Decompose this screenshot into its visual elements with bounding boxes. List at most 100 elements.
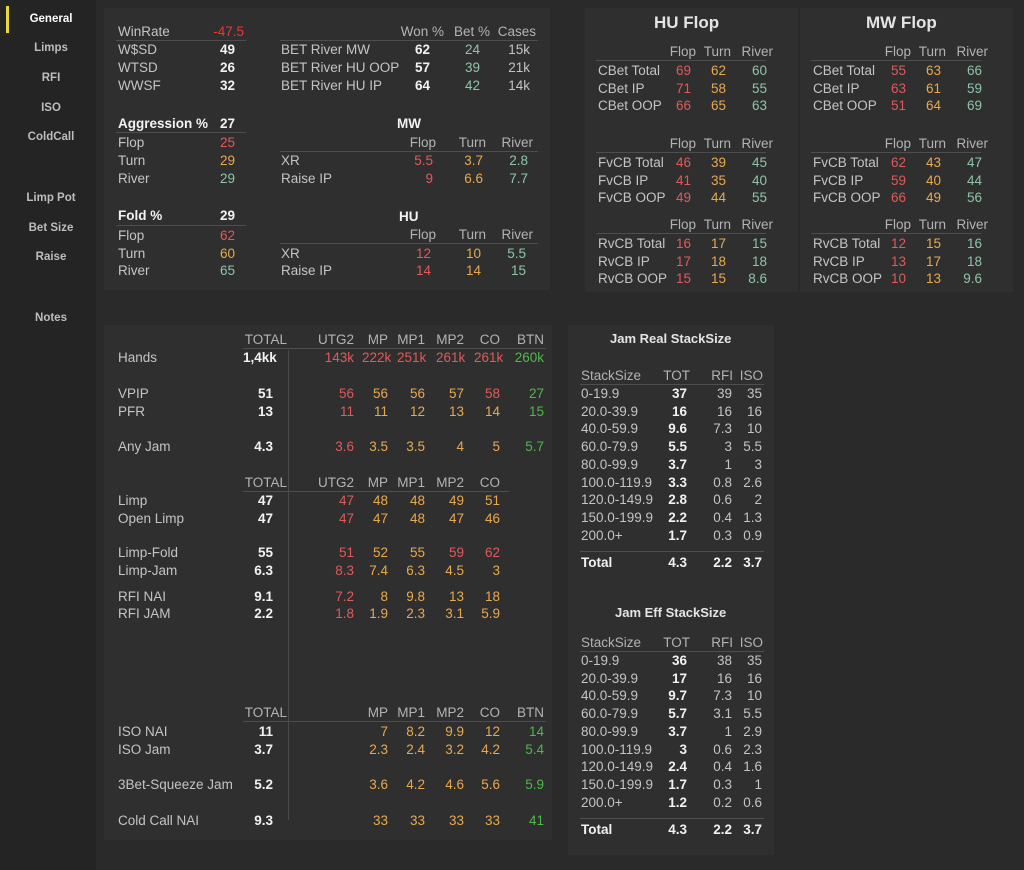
hu_flop-row-label: CBet Total (598, 63, 661, 78)
mw-xr-title: MW (397, 116, 421, 131)
jam_real-tot-value: 37 (671, 386, 687, 401)
limps-mp-value: 48 (372, 493, 388, 508)
hu-xr-value: 5.5 (507, 246, 526, 261)
limps-row-label: Limp-Fold (118, 545, 179, 560)
mw-xr-header: Flop (409, 135, 436, 150)
hu_flop-value: 40 (751, 172, 767, 188)
jam_real-tot-value: 3.7 (668, 456, 687, 472)
positions-mp2-value: 57 (448, 386, 464, 401)
mw_flop-row-label: CBet Total (813, 63, 876, 78)
iso-mp1-value: 33 (409, 813, 425, 828)
hu_flop-row-label: CBet OOP (598, 98, 662, 114)
aggression-flop-label: Flop (118, 135, 145, 150)
limps-row-label: Open Limp (118, 511, 185, 526)
jam_real-header: StackSize (581, 368, 642, 383)
mw_flop-row-label: RvCB IP (813, 253, 865, 269)
hu_flop-row-label: FvCB Total (598, 155, 664, 170)
jam_eff-tot-value: 1.7 (668, 776, 687, 792)
bet-river-cases: 15k (508, 42, 530, 57)
nav-iso[interactable]: ISO (41, 102, 61, 114)
aggression-turn-value: 29 (219, 153, 235, 168)
nav-raise[interactable]: Raise (35, 251, 67, 263)
jam_real-header: RFI (711, 368, 733, 383)
hu_flop-value: 18 (710, 253, 726, 269)
positions-mp2-value: 13 (448, 404, 464, 419)
positions-row-label: Hands (118, 350, 158, 365)
jam_eff-row-label: 40.0-59.9 (581, 688, 639, 704)
nav-limp-pot[interactable]: Limp Pot (26, 192, 76, 204)
positions-mp1-value: 3.5 (406, 439, 425, 454)
divider-line (243, 491, 509, 492)
hu_flop-value: 49 (675, 190, 691, 206)
bet-river-cases: 21k (508, 60, 530, 75)
winrate-label: WinRate (118, 24, 170, 39)
iso-mp-value: 3.6 (369, 777, 388, 792)
jam_real-row-label: 100.0-119.9 (581, 474, 653, 490)
jam_real-header: ISO (739, 368, 763, 383)
hu_flop-col-header: River (741, 44, 773, 59)
jam_eff-iso-value: 35 (746, 653, 762, 668)
positions-header: TOTAL (244, 332, 287, 347)
jam_real-tot-value: 2.2 (668, 509, 687, 525)
won-header: Won % (400, 24, 444, 39)
mw_flop-value: 12 (890, 236, 906, 251)
jam_real-iso-value: 35 (746, 386, 762, 401)
positions-mp2-value: 4 (456, 439, 464, 454)
nav-bet-size[interactable]: Bet Size (28, 222, 74, 234)
limps-row-label: RFI NAI (118, 589, 167, 604)
nav-coldcall[interactable]: ColdCall (27, 131, 75, 143)
jam_eff-tot-value: 5.7 (668, 706, 687, 722)
jam_eff-row-label: 0-19.9 (581, 653, 620, 668)
iso-co-value: 4.2 (481, 742, 500, 757)
limps-mp1-value: 2.3 (406, 606, 425, 621)
iso-mp1-value: 4.2 (406, 777, 425, 792)
iso-btn-value: 14 (528, 724, 544, 739)
aggression-label: Aggression % (118, 116, 209, 131)
jam_eff-row-label: 120.0-149.9 (581, 759, 654, 775)
nav-notes[interactable]: Notes (35, 312, 67, 324)
limps-utg2-value: 47 (338, 493, 354, 508)
hu_flop-row-label: RvCB IP (598, 253, 650, 269)
divider-line (243, 721, 546, 722)
positions-mp-value: 11 (373, 404, 388, 419)
divider-line (580, 818, 764, 820)
jam_eff-rfi-value: 0.2 (713, 794, 732, 810)
positions-card (104, 325, 552, 840)
mw_flop-col-header: Flop (884, 44, 911, 59)
mw-xr-value: 9 (425, 171, 433, 186)
fold-turn-value: 60 (219, 246, 235, 261)
nav-general[interactable]: General (29, 13, 73, 25)
hu_flop-value: 46 (675, 155, 691, 170)
mw-xr-value: 3.7 (464, 153, 483, 168)
positions-mp2-value: 261k (436, 350, 466, 365)
bet-river-won: 64 (414, 78, 430, 93)
nav-rfi[interactable]: RFI (41, 72, 61, 84)
mw_flop-value: 63 (925, 63, 941, 78)
limps-mp2-value: 4.5 (445, 563, 464, 578)
positions-total-value: 51 (257, 386, 273, 401)
divider-line (580, 651, 764, 652)
jam_real-tot-value: 1.7 (668, 527, 687, 543)
positions-header: BTN (517, 332, 544, 347)
limps-mp-value: 8 (380, 589, 388, 604)
iso-row-label: 3Bet-Squeeze Jam (118, 777, 233, 792)
jam_eff-rfi-value: 1 (724, 723, 732, 739)
limps-utg2-value: 8.3 (335, 563, 354, 578)
positions-co-value: 261k (474, 350, 504, 365)
limps-total-value: 47 (257, 493, 273, 508)
wwsf-label: WWSF (118, 78, 161, 93)
aggression-river-value: 29 (219, 171, 235, 186)
hu_flop-col-header: River (741, 217, 773, 232)
hu-xr-row-label: XR (281, 246, 300, 261)
iso-mp1-value: 2.4 (406, 742, 425, 757)
bet-river-bet: 39 (464, 60, 480, 75)
mw_flop-value: 15 (925, 236, 941, 251)
jam_eff-row-label: 60.0-79.9 (581, 706, 639, 722)
nav-limps[interactable]: Limps (34, 42, 68, 54)
jam_real-row-label: 20.0-39.9 (581, 403, 639, 419)
positions-mp1-value: 56 (409, 386, 425, 401)
fold-river-label: River (118, 263, 150, 278)
jam_eff-iso-value: 0.6 (743, 794, 762, 810)
divider-line (596, 233, 766, 234)
positions-mp-value: 56 (372, 386, 388, 401)
